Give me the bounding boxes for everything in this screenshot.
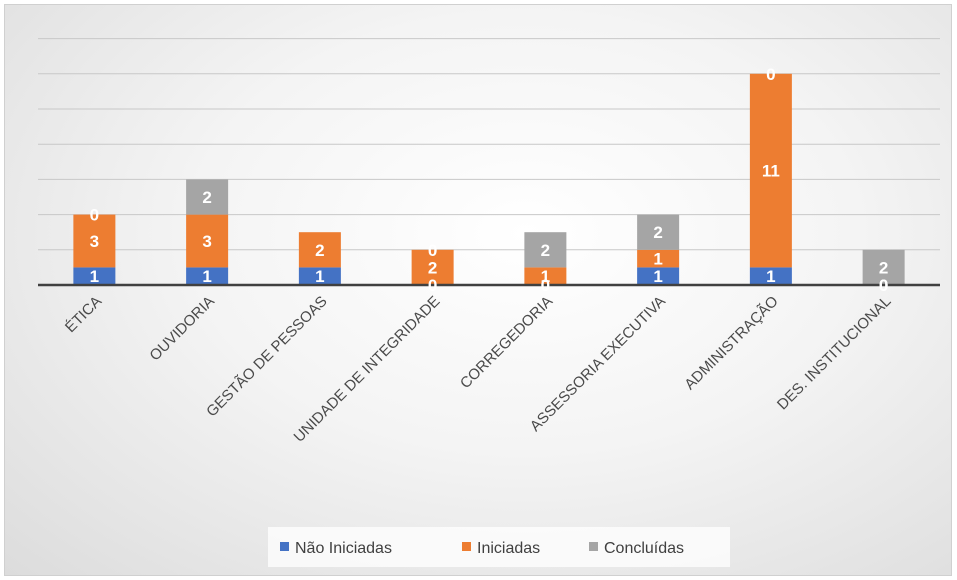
category-label-gestao-de-pessoas: GESTÃO DE PESSOAS: [203, 293, 331, 421]
bar-gestao-de-pessoas-iniciadas: [298, 232, 341, 268]
data-label-des-institucional-iniciadas: 0: [879, 276, 888, 295]
data-label-etica-concluidas: 0: [90, 206, 99, 225]
legend-swatch-concluidas: [589, 542, 598, 551]
legend-label-nao-iniciadas: Não Iniciadas: [295, 540, 392, 557]
data-label-des-institucional-concluidas: 2: [879, 258, 888, 277]
bar-des-institucional-concluidas: [862, 249, 905, 285]
legend: Não Iniciadas Iniciadas Concluídas: [268, 527, 730, 567]
data-label-corregedoria-nao-iniciadas: 0: [541, 276, 550, 295]
category-label-etica: ÉTICA: [62, 293, 105, 336]
data-label-assessoria-executiva-concluidas: 2: [653, 223, 662, 242]
bar-corregedoria-iniciadas: [524, 267, 567, 285]
data-label-des-institucional-nao-iniciadas: 0: [879, 276, 888, 295]
chart-frame: [4, 4, 952, 576]
data-label-ouvidoria-nao-iniciadas: 1: [202, 267, 211, 286]
category-label-assessoria-executiva: ASSESSORIA EXECUTIVA: [527, 293, 669, 435]
bar-ouvidoria-concluidas: [186, 179, 229, 215]
data-label-etica-iniciadas: 3: [90, 232, 99, 251]
category-label-administracao: ADMINISTRAÇÃO: [681, 293, 781, 393]
bar-ouvidoria-nao-iniciadas: [186, 267, 229, 285]
data-label-ouvidoria-concluidas: 2: [202, 188, 211, 207]
data-label-gestao-de-pessoas-nao-iniciadas: 1: [315, 267, 324, 286]
data-label-administracao-concluidas: 0: [766, 65, 775, 84]
legend-swatch-iniciadas: [462, 542, 471, 551]
bar-assessoria-executiva-nao-iniciadas: [637, 267, 680, 285]
legend-item-concluidas: Concluídas: [589, 540, 684, 557]
legend-label-concluidas: Concluídas: [604, 540, 684, 557]
bars: [73, 73, 905, 285]
data-label-etica-nao-iniciadas: 1: [90, 267, 99, 286]
legend-item-iniciadas: Iniciadas: [462, 540, 540, 557]
bar-administracao-nao-iniciadas: [749, 267, 792, 285]
legend-swatch-nao-iniciadas: [280, 542, 289, 551]
data-label-corregedoria-iniciadas: 1: [541, 267, 550, 286]
bar-assessoria-executiva-iniciadas: [637, 249, 680, 268]
legend-item-nao-iniciadas: Não Iniciadas: [280, 540, 392, 557]
data-label-administracao-iniciadas: 11: [762, 162, 780, 181]
data-label-administracao-nao-iniciadas: 1: [766, 267, 775, 286]
bar-ouvidoria-iniciadas: [186, 214, 229, 268]
legend-label-iniciadas: Iniciadas: [477, 540, 540, 557]
gridlines: [38, 38, 940, 251]
bar-etica-nao-iniciadas: [73, 267, 116, 285]
bar-gestao-de-pessoas-nao-iniciadas: [298, 267, 341, 285]
category-label-corregedoria: CORREGEDORIA: [457, 293, 556, 392]
bar-unidade-de-integridade-iniciadas: [411, 249, 454, 285]
category-label-ouvidoria: OUVIDORIA: [146, 293, 218, 365]
data-label-corregedoria-concluidas: 2: [541, 241, 550, 260]
data-label-assessoria-executiva-iniciadas: 1: [653, 250, 662, 269]
data-label-assessoria-executiva-nao-iniciadas: 1: [653, 267, 662, 286]
data-label-gestao-de-pessoas-iniciadas: 2: [315, 241, 324, 260]
data-label-ouvidoria-iniciadas: 3: [202, 232, 211, 251]
bar-administracao-iniciadas: [749, 73, 792, 268]
data-label-unidade-de-integridade-iniciadas: 2: [428, 258, 437, 277]
bar-corregedoria-concluidas: [524, 232, 567, 268]
data-label-unidade-de-integridade-concluidas: 0: [428, 241, 437, 260]
bar-assessoria-executiva-concluidas: [637, 214, 680, 250]
data-label-unidade-de-integridade-nao-iniciadas: 0: [428, 276, 437, 295]
legend-background: [268, 527, 730, 567]
bar-etica-iniciadas: [73, 214, 116, 268]
category-label-des-institucional: DES. INSTITUCIONAL: [774, 293, 894, 413]
